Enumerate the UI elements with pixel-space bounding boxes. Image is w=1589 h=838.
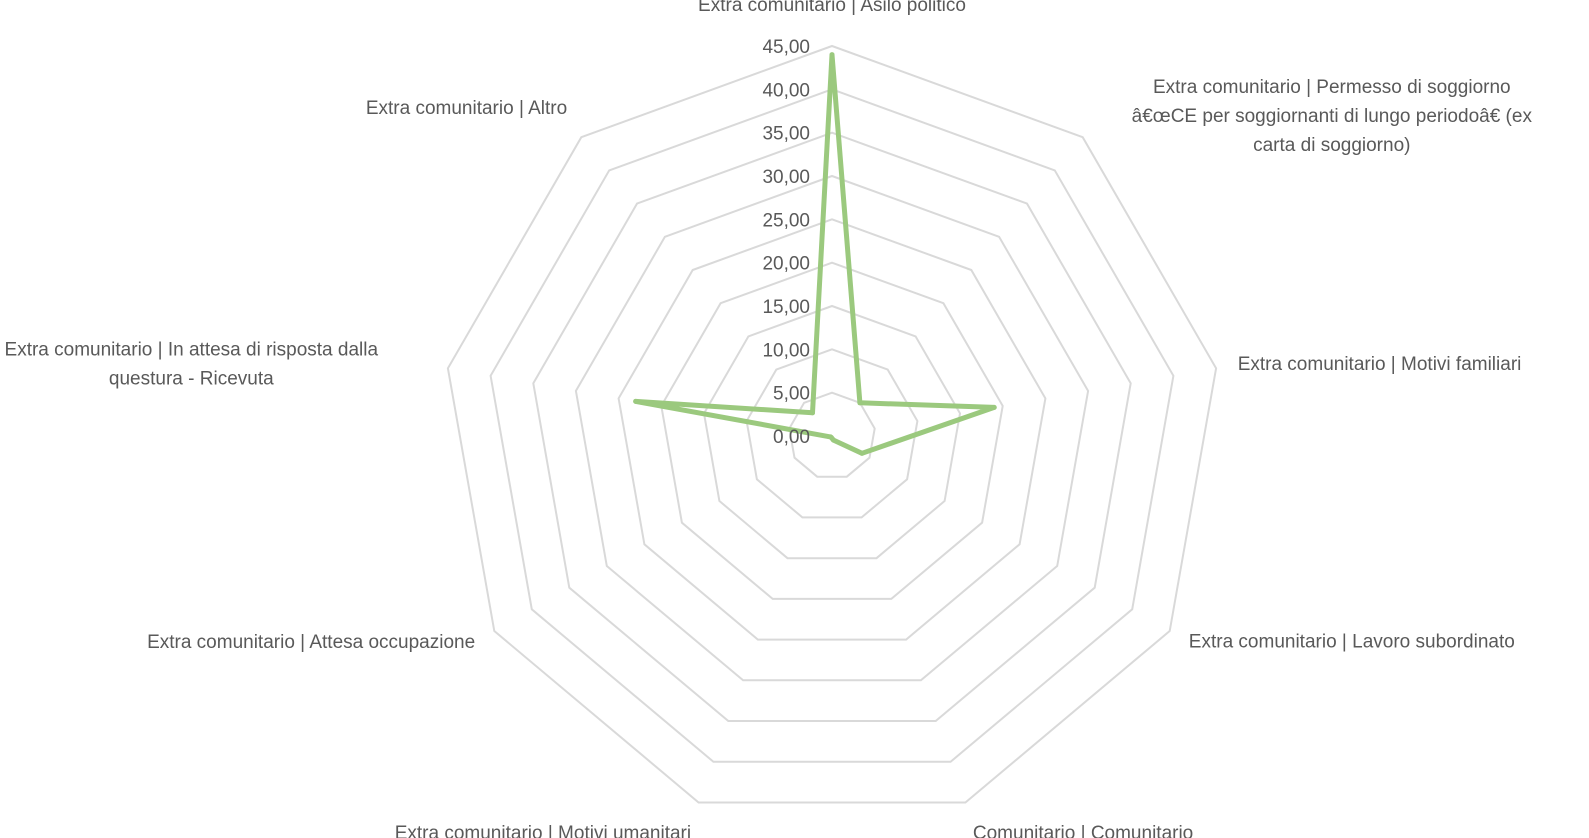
- category-label-line: Extra comunitario | Attesa occupazione: [147, 632, 475, 653]
- category-label: Extra comunitario | Permesso di soggiorn…: [1132, 77, 1533, 156]
- tick-label: 0,00: [773, 427, 810, 448]
- category-label-line: Extra comunitario | Lavoro subordinato: [1189, 632, 1515, 653]
- tick-label: 10,00: [762, 340, 810, 361]
- category-label: Extra comunitario | Motivi familiari: [1238, 354, 1522, 375]
- category-label-line: Extra comunitario | Permesso di soggiorn…: [1153, 77, 1511, 98]
- data-point: [828, 434, 833, 440]
- grid-layer: [446, 44, 1218, 804]
- tick-label-layer: 0,00 5,00 10,00 15,00 20,00 25,00 30,00 35,00 40…: [762, 37, 810, 448]
- category-label-line: Extra comunitario | In attesa di rispost…: [5, 340, 379, 361]
- tick-label: 20,00: [762, 254, 810, 275]
- category-label: Extra comunitario | Lavoro subordinato: [1189, 632, 1515, 653]
- grid-ring: [745, 348, 919, 519]
- tick-label: 35,00: [762, 124, 810, 145]
- tick-label: 15,00: [762, 297, 810, 318]
- tick-label: 45,00: [762, 37, 810, 58]
- category-label: Extra comunitario | Attesa occupazione: [147, 632, 475, 653]
- category-label-layer: Extra comunitario | Asilo politico Extra …: [5, 0, 1533, 838]
- grid-ring: [788, 391, 876, 478]
- category-label: Extra comunitario | Asilo politico: [698, 0, 966, 16]
- category-label-line: Extra comunitario | Asilo politico: [698, 0, 966, 16]
- category-label-line: Extra comunitario | Altro: [366, 98, 567, 119]
- data-point: [829, 52, 835, 58]
- category-label: Extra comunitario | Altro: [366, 98, 567, 119]
- series-line: [633, 52, 997, 456]
- data-point: [859, 450, 865, 456]
- category-label-line: Extra comunitario | Motivi umanitari: [395, 823, 691, 838]
- tick-label: 40,00: [762, 80, 810, 101]
- category-label: Extra comunitario | In attesa di rispost…: [5, 340, 379, 390]
- series-layer: [633, 52, 997, 456]
- grid-ring: [702, 304, 962, 560]
- category-label-line: questura - Ricevuta: [109, 369, 274, 390]
- grid-ring: [617, 218, 1047, 641]
- data-point: [991, 404, 997, 410]
- tick-label: 30,00: [762, 167, 810, 188]
- category-label-line: carta di soggiorno): [1253, 135, 1410, 156]
- category-label: Extra comunitario | Motivi umanitari: [395, 823, 691, 838]
- grid-ring: [489, 88, 1175, 763]
- grid-ring: [446, 44, 1218, 804]
- data-point: [633, 398, 639, 404]
- tick-label: 25,00: [762, 210, 810, 231]
- category-label-line: â€œCE per soggiornanti di lungo periodoâ…: [1132, 106, 1533, 127]
- grid-ring: [574, 174, 1090, 682]
- category-label-line: Comunitario | Comunitario: [973, 823, 1193, 838]
- grid-ring: [532, 131, 1132, 722]
- category-label-line: Extra comunitario | Motivi familiari: [1238, 354, 1522, 375]
- data-point: [810, 410, 815, 416]
- grid-ring: [660, 261, 1004, 600]
- category-label: Comunitario | Comunitario: [973, 823, 1193, 838]
- data-point: [857, 400, 863, 406]
- tick-label: 5,00: [773, 384, 810, 405]
